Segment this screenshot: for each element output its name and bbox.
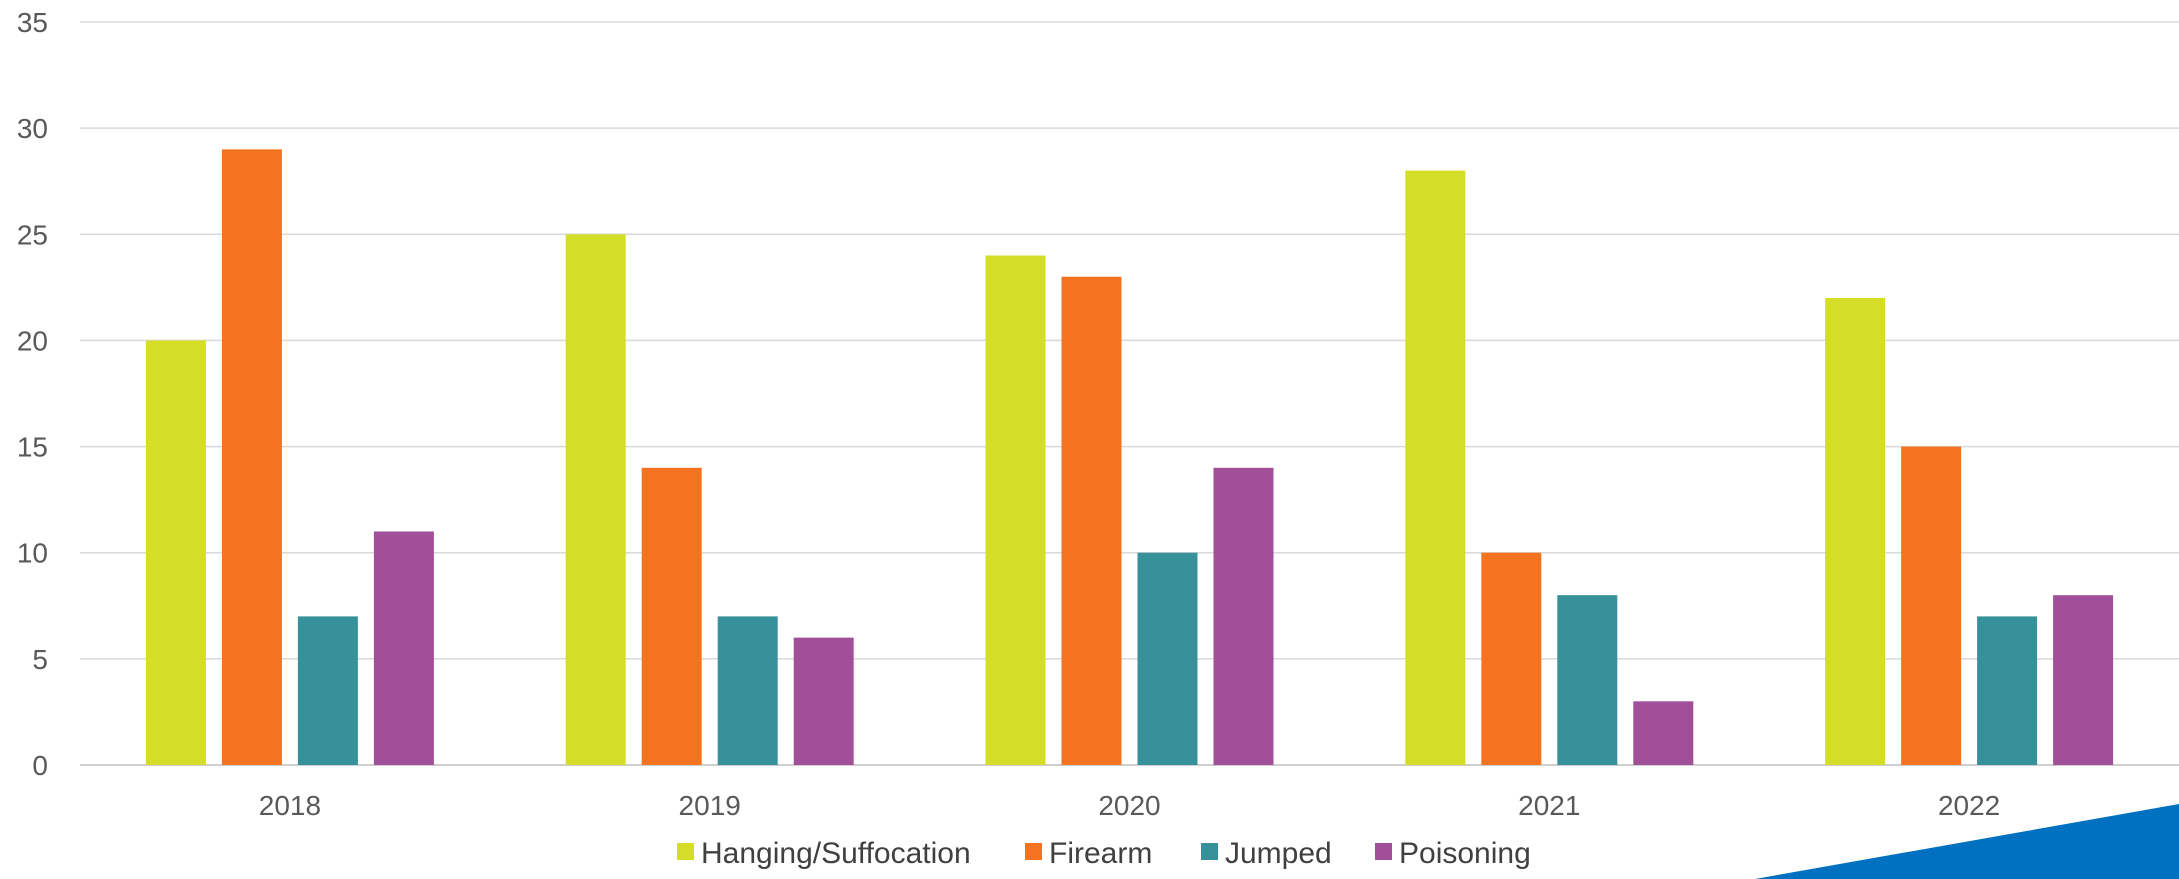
y-tick-label: 20 xyxy=(17,325,48,356)
legend-swatch xyxy=(677,843,694,860)
corner-decoration xyxy=(1755,804,2179,879)
bar-firearm-2022 xyxy=(1901,446,1962,765)
bar-jumped-2020 xyxy=(1137,552,1198,765)
bars xyxy=(145,149,2114,766)
bar-firearm-2021 xyxy=(1481,552,1542,765)
y-axis-ticks: 0 5 10 15 20 25 30 35 xyxy=(17,7,48,781)
bar-hanging-suffocation-2018 xyxy=(145,340,206,765)
bar-poisoning-2018 xyxy=(373,531,434,765)
bar-firearm-2019 xyxy=(641,467,702,765)
x-tick-label: 2019 xyxy=(679,790,741,821)
bar-poisoning-2020 xyxy=(1213,467,1274,765)
bar-hanging-suffocation-2022 xyxy=(1825,297,1886,765)
x-axis-ticks: 2018 2019 2020 2021 2022 xyxy=(259,790,2000,821)
legend-label: Poisoning xyxy=(1399,837,1531,870)
y-tick-label: 10 xyxy=(17,538,48,569)
bar-hanging-suffocation-2021 xyxy=(1405,170,1466,766)
bar-jumped-2019 xyxy=(717,616,778,765)
x-tick-label: 2021 xyxy=(1518,790,1580,821)
bar-poisoning-2022 xyxy=(2053,595,2114,765)
legend-label: Jumped xyxy=(1225,837,1332,870)
y-tick-label: 30 xyxy=(17,113,48,144)
bar-jumped-2021 xyxy=(1557,595,1618,765)
y-tick-label: 5 xyxy=(32,644,48,675)
bar-hanging-suffocation-2020 xyxy=(985,255,1046,765)
legend-swatch xyxy=(1201,843,1218,860)
x-tick-label: 2018 xyxy=(259,790,321,821)
bar-jumped-2018 xyxy=(297,616,358,765)
legend-label: Firearm xyxy=(1049,837,1152,870)
x-tick-label: 2022 xyxy=(1938,790,2000,821)
bar-firearm-2018 xyxy=(221,149,282,765)
y-tick-label: 35 xyxy=(17,7,48,38)
legend: Hanging/Suffocation Firearm Jumped Poisonin… xyxy=(677,837,1531,870)
legend-label: Hanging/Suffocation xyxy=(701,837,971,870)
bar-poisoning-2019 xyxy=(793,637,854,765)
bar-firearm-2020 xyxy=(1061,276,1122,765)
x-tick-label: 2020 xyxy=(1098,790,1160,821)
bar-jumped-2022 xyxy=(1977,616,2038,765)
y-tick-label: 25 xyxy=(17,219,48,250)
y-tick-label: 15 xyxy=(17,432,48,463)
bar-hanging-suffocation-2019 xyxy=(565,234,626,766)
legend-swatch xyxy=(1375,843,1392,860)
bar-poisoning-2021 xyxy=(1633,701,1694,765)
legend-swatch xyxy=(1025,843,1042,860)
y-tick-label: 0 xyxy=(32,750,48,781)
